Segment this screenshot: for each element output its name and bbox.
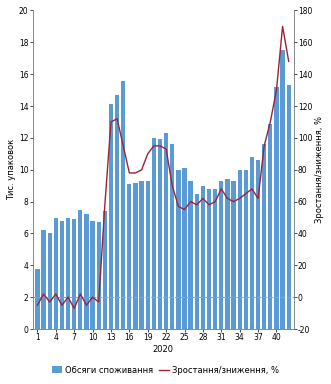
Bar (139, 181, 144, 329)
Bar (48, 233, 52, 329)
Bar (115, 95, 119, 329)
Bar (280, 50, 285, 329)
Bar (60, 221, 64, 329)
Bar (262, 144, 266, 329)
Y-axis label: Зростання/зниження, %: Зростання/зниження, % (315, 116, 324, 223)
Bar (213, 189, 217, 329)
Bar (109, 104, 113, 329)
Bar (207, 189, 211, 329)
Bar (54, 218, 58, 329)
X-axis label: 2020: 2020 (153, 345, 173, 354)
Bar (287, 85, 291, 329)
Bar (256, 160, 260, 329)
Bar (97, 222, 101, 329)
Bar (35, 268, 40, 329)
Bar (195, 194, 199, 329)
Bar (182, 168, 187, 329)
Y-axis label: Тис. упаковок: Тис. упаковок (7, 139, 16, 200)
Bar (164, 133, 168, 329)
Bar (244, 170, 248, 329)
Bar (84, 214, 89, 329)
Bar (121, 81, 125, 329)
Bar (219, 181, 223, 329)
Bar (90, 221, 95, 329)
Bar (274, 87, 279, 329)
Bar (103, 211, 107, 329)
Bar (170, 144, 174, 329)
Bar (41, 230, 46, 329)
Bar (146, 181, 150, 329)
Bar (201, 186, 205, 329)
Bar (133, 182, 138, 329)
Bar (231, 181, 236, 329)
Bar (66, 218, 70, 329)
Bar (152, 138, 156, 329)
Bar (238, 170, 242, 329)
Bar (78, 210, 82, 329)
Legend: Обсяги споживання, Зростання/зниження, %: Обсяги споживання, Зростання/зниження, % (49, 362, 282, 378)
Bar (250, 157, 254, 329)
Bar (158, 139, 162, 329)
Bar (268, 124, 272, 329)
Bar (127, 184, 131, 329)
Bar (72, 219, 76, 329)
Bar (225, 179, 230, 329)
Bar (188, 181, 193, 329)
Bar (176, 170, 180, 329)
